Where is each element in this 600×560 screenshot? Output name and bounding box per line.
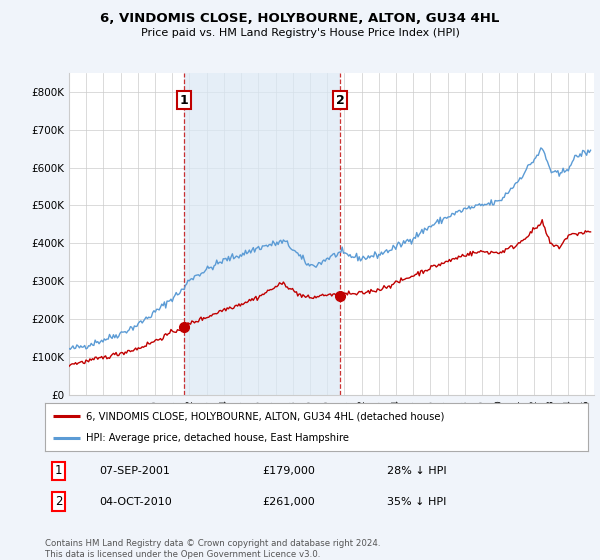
Text: 6, VINDOMIS CLOSE, HOLYBOURNE, ALTON, GU34 4HL (detached house): 6, VINDOMIS CLOSE, HOLYBOURNE, ALTON, GU… (86, 411, 444, 421)
Text: 1: 1 (179, 94, 188, 106)
Text: 1: 1 (55, 464, 62, 478)
Text: 35% ↓ HPI: 35% ↓ HPI (387, 497, 446, 507)
Text: £179,000: £179,000 (262, 466, 315, 476)
Text: 2: 2 (55, 495, 62, 508)
Text: 04-OCT-2010: 04-OCT-2010 (100, 497, 172, 507)
Text: Contains HM Land Registry data © Crown copyright and database right 2024.
This d: Contains HM Land Registry data © Crown c… (45, 539, 380, 559)
Text: 28% ↓ HPI: 28% ↓ HPI (387, 466, 447, 476)
Text: Price paid vs. HM Land Registry's House Price Index (HPI): Price paid vs. HM Land Registry's House … (140, 28, 460, 38)
Text: 6, VINDOMIS CLOSE, HOLYBOURNE, ALTON, GU34 4HL: 6, VINDOMIS CLOSE, HOLYBOURNE, ALTON, GU… (100, 12, 500, 25)
Bar (184, 73, 340, 395)
Text: £261,000: £261,000 (262, 497, 315, 507)
Text: 07-SEP-2001: 07-SEP-2001 (100, 466, 170, 476)
Text: HPI: Average price, detached house, East Hampshire: HPI: Average price, detached house, East… (86, 433, 349, 443)
Text: 2: 2 (336, 94, 344, 106)
